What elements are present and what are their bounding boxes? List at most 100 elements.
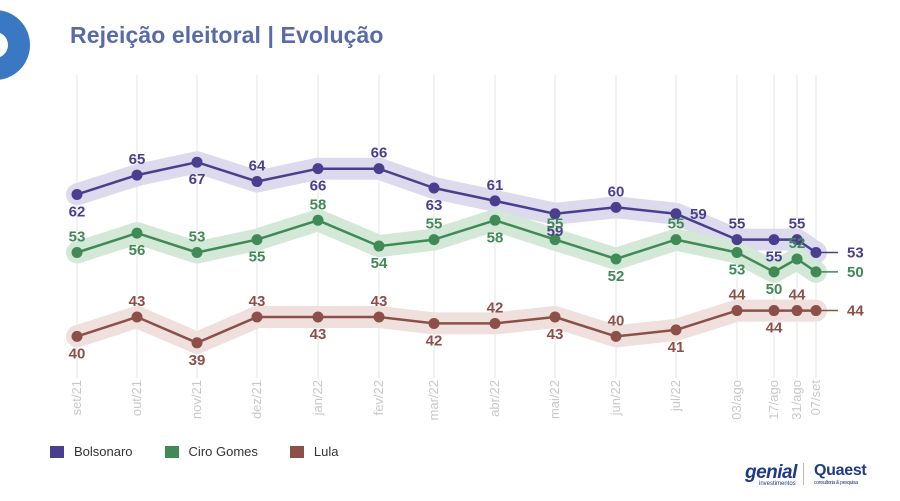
label-bolsonaro-mai-22: 59	[547, 223, 564, 240]
label-bolsonaro-dez-21: 64	[249, 158, 266, 175]
point-ciro-gomes-dez-21	[251, 234, 263, 246]
point-lula-nov-21	[191, 337, 203, 349]
point-ciro-gomes-mar-22	[428, 234, 440, 246]
legend-label-ciro-gomes: Ciro Gomes	[188, 444, 258, 459]
point-ciro-gomes-abr-22	[489, 214, 501, 226]
label-bolsonaro-jan-22: 66	[310, 178, 327, 195]
x-tick-dez-21: dez/21	[249, 380, 264, 419]
label-ciro-gomes-07-set: 50	[847, 264, 864, 281]
legend-item-ciro-gomes: Ciro Gomes	[164, 444, 258, 459]
label-ciro-gomes-abr-22: 58	[487, 229, 504, 246]
x-tick-mar-22: mar/22	[426, 380, 441, 420]
x-tick-03-ago: 03/ago	[729, 380, 744, 420]
point-ciro-gomes-jan-22	[312, 214, 324, 226]
quaest-logo-subtext: consultoria & pesquisa	[814, 480, 858, 486]
x-tick-mai-22: mai/22	[547, 380, 562, 419]
quaest-logo-text: Quaest	[814, 462, 867, 479]
x-tick-out-21: out/21	[129, 380, 144, 416]
point-lula-17-ago	[768, 305, 780, 317]
point-lula-out-21	[131, 311, 143, 323]
label-lula-mar-22: 42	[426, 332, 443, 349]
label-ciro-gomes-nov-21: 53	[189, 229, 206, 246]
label-ciro-gomes-out-21: 56	[129, 242, 146, 259]
point-lula-03-ago	[731, 305, 743, 317]
point-bolsonaro-17-ago	[768, 234, 780, 246]
label-lula-nov-21: 39	[189, 352, 206, 369]
genial-logo-subtext: investimentos	[759, 481, 796, 487]
label-lula-jan-22: 43	[310, 326, 327, 343]
label-ciro-gomes-jul-22: 55	[668, 216, 685, 233]
point-lula-07-set	[810, 305, 822, 317]
x-tick-jan-22: jan/22	[310, 380, 325, 416]
label-lula-jun-22: 40	[608, 312, 625, 329]
label-bolsonaro-jul-22: 59	[690, 206, 707, 223]
point-bolsonaro-jun-22	[610, 201, 622, 213]
label-lula-07-set: 44	[847, 303, 864, 320]
label-bolsonaro-out-21: 65	[129, 151, 146, 168]
x-axis-ticks: set/21 out/21 nov/21 dez/21 jan/22 fev/22 mar/…	[69, 380, 823, 421]
label-ciro-gomes-mar-22: 55	[426, 216, 443, 233]
point-ciro-gomes-jul-22	[670, 234, 682, 246]
point-ciro-gomes-jun-22	[610, 253, 622, 265]
x-tick-jun-22: jun/22	[608, 380, 623, 416]
point-bolsonaro-jan-22	[312, 163, 324, 175]
label-ciro-gomes-dez-21: 55	[249, 249, 266, 266]
label-bolsonaro-set-21: 62	[69, 203, 86, 220]
label-bolsonaro-31-ago: 55	[789, 216, 806, 233]
label-lula-31-ago: 44	[789, 287, 806, 304]
point-lula-31-ago	[791, 305, 803, 317]
legend-swatch-ciro-gomes	[164, 445, 179, 458]
point-lula-mar-22	[428, 317, 440, 329]
legend-label-lula: Lula	[313, 444, 339, 459]
point-ciro-gomes-17-ago	[768, 266, 780, 278]
legend-swatch-lula	[289, 445, 304, 458]
series-points	[71, 156, 822, 349]
point-bolsonaro-dez-21	[251, 176, 263, 188]
point-ciro-gomes-out-21	[131, 227, 143, 239]
x-tick-fev-22: fev/22	[371, 380, 386, 415]
point-lula-jul-22	[670, 324, 682, 336]
label-ciro-gomes-17-ago: 50	[766, 281, 783, 298]
label-lula-out-21: 43	[129, 293, 146, 310]
point-bolsonaro-jul-22	[670, 208, 682, 220]
point-bolsonaro-03-ago	[731, 234, 743, 246]
genial-logo: genial investimentos	[745, 462, 797, 487]
label-lula-dez-21: 43	[249, 293, 266, 310]
label-ciro-gomes-set-21: 53	[69, 229, 86, 246]
label-bolsonaro-fev-22: 66	[371, 145, 388, 162]
point-bolsonaro-31-ago	[791, 234, 803, 246]
label-ciro-gomes-03-ago: 53	[729, 262, 746, 279]
point-ciro-gomes-set-21	[71, 247, 83, 258]
legend-item-bolsonaro: Bolsonaro	[50, 444, 133, 459]
x-tick-set-21: set/21	[69, 380, 84, 415]
point-lula-abr-22	[489, 317, 501, 329]
x-tick-17-ago: 17/ago	[766, 380, 781, 420]
label-bolsonaro-mar-22: 63	[426, 197, 443, 214]
point-ciro-gomes-nov-21	[191, 247, 203, 258]
label-ciro-gomes-jun-22: 52	[608, 268, 625, 285]
legend: Bolsonaro Ciro Gomes Lula	[50, 444, 338, 459]
legend-label-bolsonaro: Bolsonaro	[74, 444, 133, 459]
point-ciro-gomes-fev-22	[373, 240, 385, 252]
label-lula-17-ago: 44	[766, 320, 783, 337]
x-tick-abr-22: abr/22	[487, 380, 502, 417]
label-bolsonaro-jun-22: 60	[608, 183, 625, 200]
x-tick-07-set: 07/set	[808, 380, 823, 416]
label-bolsonaro-03-ago: 55	[729, 216, 746, 233]
x-tick-31-ago: 31/ago	[789, 380, 804, 420]
point-bolsonaro-mai-22	[549, 208, 561, 220]
point-bolsonaro-abr-22	[489, 195, 501, 207]
point-lula-dez-21	[251, 311, 263, 323]
chart-title: Rejeição eleitoral | Evolução	[70, 22, 384, 48]
label-ciro-gomes-mai-22: 55	[547, 216, 564, 233]
brand-separator	[803, 463, 804, 485]
genial-logo-text: genial	[745, 462, 797, 483]
label-lula-03-ago: 44	[729, 287, 746, 304]
label-bolsonaro-nov-21: 67	[189, 171, 206, 188]
point-lula-set-21	[71, 330, 83, 342]
quaest-logo: Quaest consultoria & pesquisa	[814, 462, 867, 486]
point-ciro-gomes-03-ago	[731, 247, 743, 258]
label-lula-abr-22: 42	[487, 299, 504, 316]
point-lula-fev-22	[373, 311, 385, 323]
